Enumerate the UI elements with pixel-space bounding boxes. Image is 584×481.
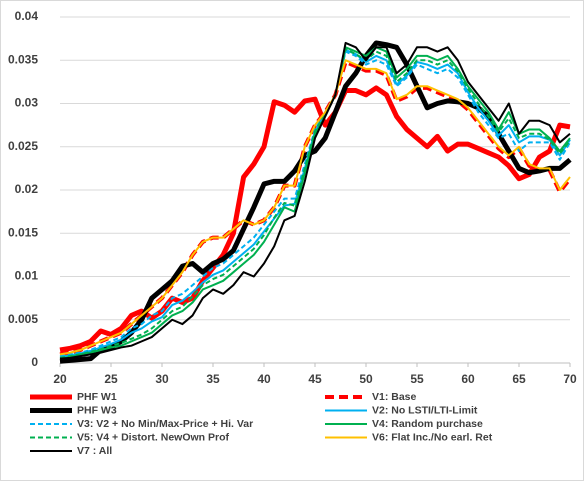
x-tick-label: 65 [512,372,526,386]
legend-label: V7 : All [77,445,112,457]
legend-label: PHF W3 [77,404,117,416]
legend-label: PHF W1 [77,391,117,403]
series-line [59,59,571,356]
x-tick-label: 35 [206,372,220,386]
series-line [59,41,571,360]
series-line [59,59,572,357]
x-tick-label: 55 [410,372,424,386]
y-tick-label: 0 [31,355,38,369]
legend-label: V2: No LSTI/LTI-Limit [372,404,478,416]
legend-label: V6: Flat Inc./No earl. Ret [372,431,493,443]
y-tick-label: 0.015 [8,225,38,239]
x-tick-label: 40 [257,372,271,386]
y-tick-label: 0.04 [15,9,39,23]
y-tick-label: 0.01 [15,269,39,283]
series-line [59,48,571,359]
x-tick-label: 20 [53,372,67,386]
legend-label: V5: V4 + Distort. NewOwn Prof [77,431,229,443]
y-tick-label: 0.025 [8,139,38,153]
y-tick-label: 0.03 [15,96,39,110]
legend-label: V1: Base [372,391,417,403]
y-tick-label: 0.035 [8,52,38,66]
legend-label: V4: Random purchase [372,418,483,430]
x-tick-label: 30 [155,372,169,386]
x-tick-label: 60 [461,372,475,386]
legend-label: V3: V2 + No Min/Max-Price + Hi. Var [77,418,253,430]
x-tick-label: 25 [104,372,118,386]
x-tick-label: 45 [308,372,322,386]
y-tick-label: 0.005 [8,312,38,326]
y-tick-label: 0.02 [15,182,39,196]
x-tick-label: 50 [359,372,373,386]
x-tick-label: 70 [563,372,577,386]
